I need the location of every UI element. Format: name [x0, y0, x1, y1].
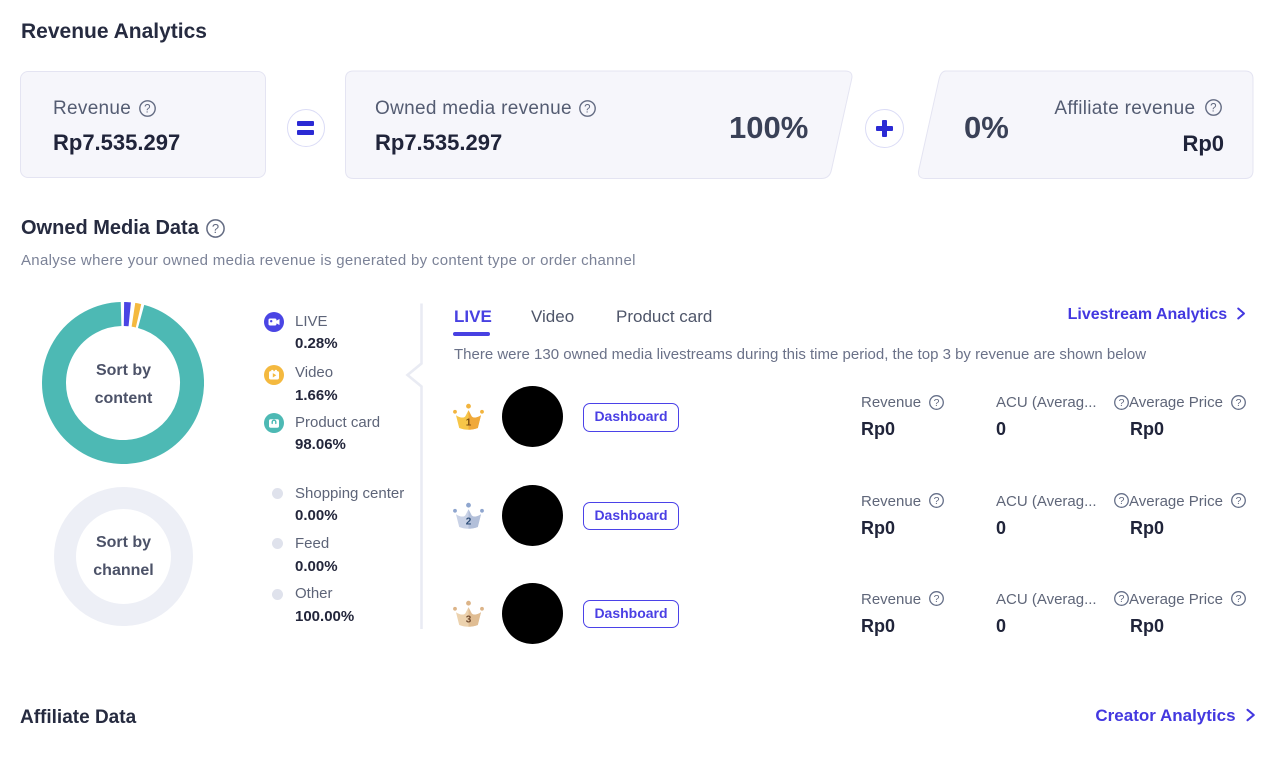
svg-text:?: ? [1210, 103, 1217, 115]
svg-text:?: ? [144, 103, 151, 115]
svg-text:?: ? [212, 221, 219, 236]
svg-text:?: ? [1119, 593, 1125, 605]
svg-text:?: ? [585, 103, 592, 115]
svg-text:1: 1 [466, 418, 472, 429]
svg-text:?: ? [934, 593, 940, 605]
svg-text:?: ? [1119, 495, 1125, 507]
svg-text:3: 3 [466, 614, 472, 625]
svg-text:?: ? [1236, 397, 1242, 409]
svg-text:?: ? [934, 397, 940, 409]
svg-text:?: ? [1236, 495, 1242, 507]
svg-text:?: ? [1119, 397, 1125, 409]
svg-text:2: 2 [466, 516, 472, 527]
svg-text:?: ? [934, 495, 940, 507]
svg-text:?: ? [1236, 593, 1242, 605]
